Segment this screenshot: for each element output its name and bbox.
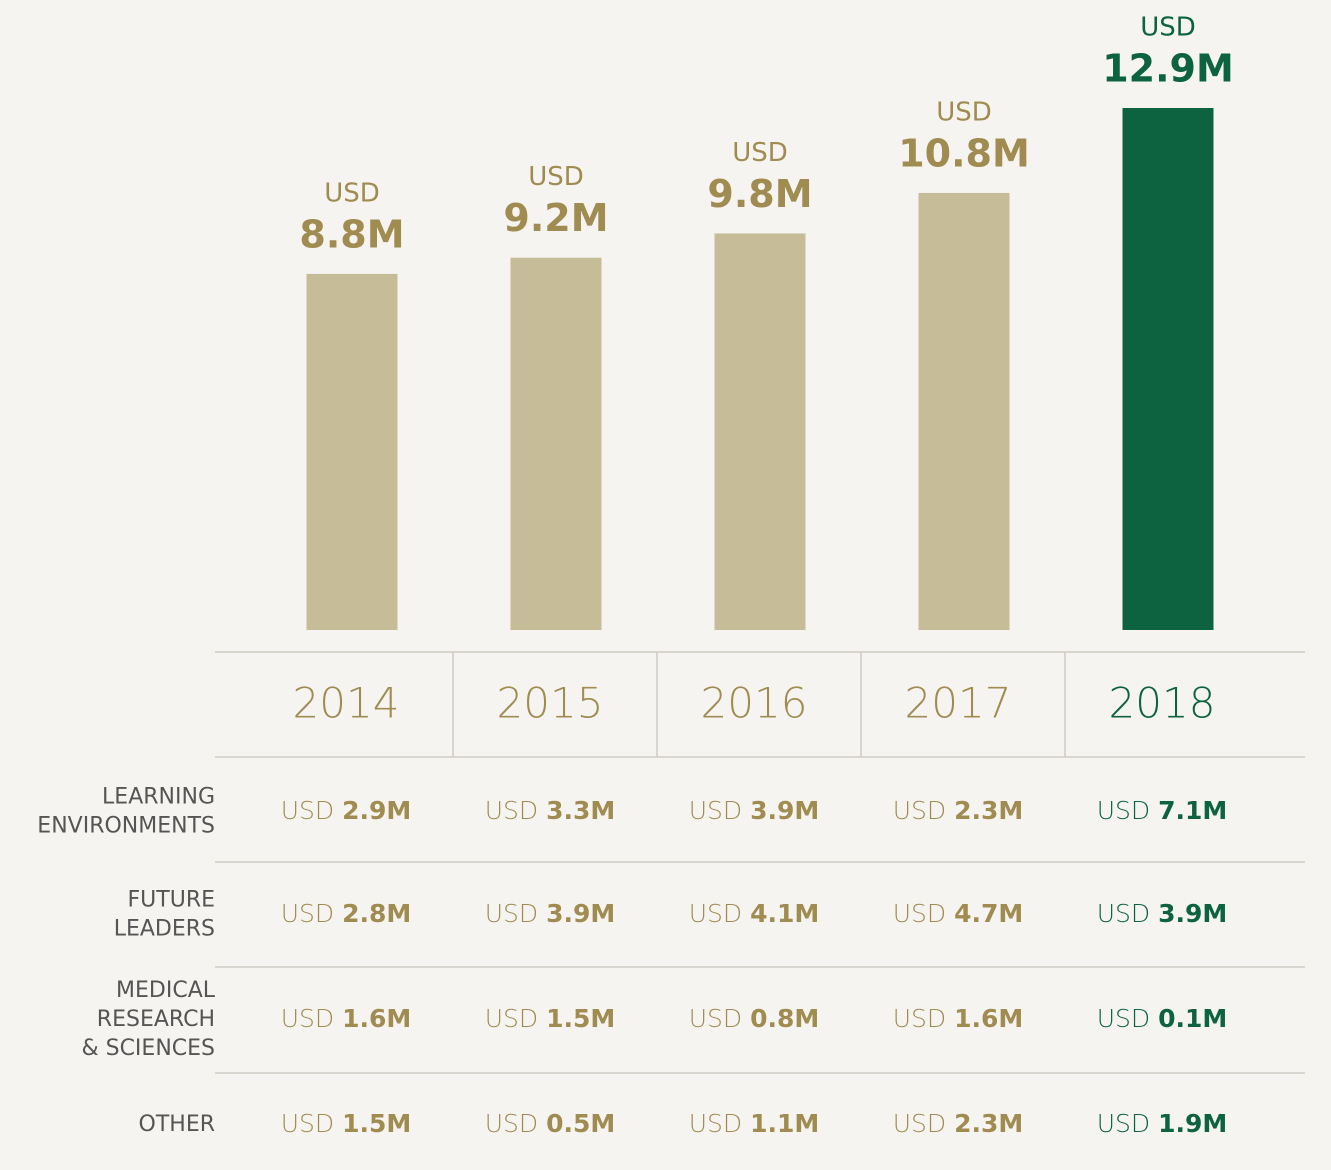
cell-value: 1.6M <box>954 1004 1023 1033</box>
value-label: 12.9M <box>1102 47 1234 91</box>
cell-value: 7.1M <box>1158 796 1227 825</box>
cell-currency: USD <box>281 1109 334 1138</box>
table-cell: USD 1.6M <box>281 1004 412 1033</box>
table-cell: USD 3.9M <box>689 796 820 825</box>
cell-value: 1.6M <box>342 1004 411 1033</box>
cell-value: 2.9M <box>342 796 411 825</box>
year-label: 2016 <box>701 679 808 728</box>
value-label: 8.8M <box>299 212 404 256</box>
cell-value: 2.3M <box>954 1109 1023 1138</box>
table-cell: USD 0.8M <box>689 1004 820 1033</box>
table-cell: USD 4.1M <box>689 899 820 928</box>
currency-label: USD <box>528 162 584 192</box>
cell-currency: USD <box>281 796 334 825</box>
value-label: 9.2M <box>503 196 608 240</box>
cell-currency: USD <box>893 1004 946 1033</box>
cell-currency: USD <box>893 899 946 928</box>
row-label: FUTURE <box>128 888 215 913</box>
cell-currency: USD <box>485 1004 538 1033</box>
table-cell: USD 0.5M <box>485 1109 616 1138</box>
cell-currency: USD <box>893 1109 946 1138</box>
cell-value: 0.1M <box>1158 1004 1227 1033</box>
cell-value: 0.5M <box>546 1109 615 1138</box>
bar <box>714 233 806 630</box>
table-cell: USD 0.1M <box>1097 1004 1228 1033</box>
cell-currency: USD <box>689 796 742 825</box>
cell-currency: USD <box>1097 1004 1150 1033</box>
year-label: 2018 <box>1109 679 1216 728</box>
cell-value: 2.8M <box>342 899 411 928</box>
cell-value: 4.7M <box>954 899 1023 928</box>
cell-currency: USD <box>485 899 538 928</box>
cell-value: 4.1M <box>750 899 819 928</box>
row-label: MEDICAL <box>116 978 216 1003</box>
table-cell: USD 3.9M <box>485 899 616 928</box>
cell-currency: USD <box>485 1109 538 1138</box>
currency-label: USD <box>732 138 788 168</box>
row-label: & SCIENCES <box>81 1036 215 1061</box>
row-label: RESEARCH <box>97 1007 215 1032</box>
row-label: OTHER <box>139 1112 215 1137</box>
bar <box>306 273 398 630</box>
table-cell: USD 1.5M <box>281 1109 412 1138</box>
cell-value: 0.8M <box>750 1004 819 1033</box>
table-cell: USD 4.7M <box>893 899 1024 928</box>
cell-currency: USD <box>1097 796 1150 825</box>
cell-value: 3.9M <box>1158 899 1227 928</box>
cell-currency: USD <box>1097 899 1150 928</box>
value-label: 9.8M <box>707 172 812 216</box>
row-label: ENVIRONMENTS <box>37 814 215 839</box>
table-cell: USD 1.5M <box>485 1004 616 1033</box>
cell-value: 3.9M <box>546 899 615 928</box>
cell-value: 2.3M <box>954 796 1023 825</box>
year-label: 2017 <box>905 679 1012 728</box>
year-label: 2015 <box>497 679 604 728</box>
currency-label: USD <box>324 178 380 208</box>
table-cell: USD 2.3M <box>893 796 1024 825</box>
table-cell: USD 3.3M <box>485 796 616 825</box>
cell-currency: USD <box>689 899 742 928</box>
currency-label: USD <box>936 97 992 127</box>
cell-currency: USD <box>689 1109 742 1138</box>
table-cell: USD 1.1M <box>689 1109 820 1138</box>
cell-currency: USD <box>485 796 538 825</box>
cell-value: 3.3M <box>546 796 615 825</box>
cell-currency: USD <box>1097 1109 1150 1138</box>
table-cell: USD 2.9M <box>281 796 412 825</box>
currency-label: USD <box>1140 13 1196 43</box>
table-cell: USD 2.8M <box>281 899 412 928</box>
year-label: 2014 <box>293 679 400 728</box>
table-cell: USD 7.1M <box>1097 796 1228 825</box>
bar <box>918 192 1010 630</box>
cell-currency: USD <box>281 1004 334 1033</box>
cell-value: 1.5M <box>546 1004 615 1033</box>
cell-value: 1.1M <box>750 1109 819 1138</box>
table-cell: USD 1.9M <box>1097 1109 1228 1138</box>
row-label: LEADERS <box>114 917 215 942</box>
table-cell: USD 1.6M <box>893 1004 1024 1033</box>
cell-value: 3.9M <box>750 796 819 825</box>
cell-value: 1.9M <box>1158 1109 1227 1138</box>
table-cell: USD 2.3M <box>893 1109 1024 1138</box>
value-label: 10.8M <box>898 131 1030 175</box>
cell-currency: USD <box>893 796 946 825</box>
bar <box>510 257 602 630</box>
row-label: LEARNING <box>102 785 215 810</box>
cell-value: 1.5M <box>342 1109 411 1138</box>
table-cell: USD 3.9M <box>1097 899 1228 928</box>
cell-currency: USD <box>281 899 334 928</box>
bar <box>1122 108 1214 630</box>
cell-currency: USD <box>689 1004 742 1033</box>
